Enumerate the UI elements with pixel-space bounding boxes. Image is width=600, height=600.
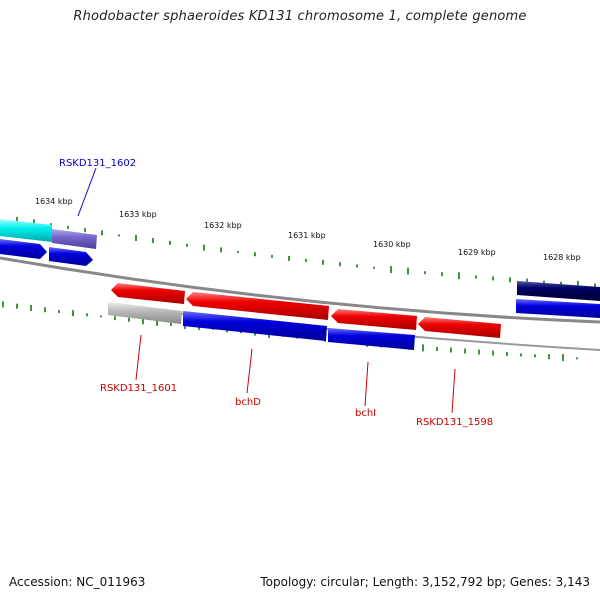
- gene-cyan[interactable]: [0, 219, 52, 242]
- tick-label: 1633 kbp: [119, 210, 157, 219]
- scale-labels: 1634 kbp 1633 kbp 1632 kbp 1631 kbp 1630…: [35, 197, 581, 262]
- tick-label: 1632 kbp: [204, 221, 242, 230]
- leader-line: [77, 167, 97, 217]
- tick-label: 1628 kbp: [543, 253, 581, 262]
- gene-reverse-left-1[interactable]: [0, 239, 47, 259]
- gene-label-rskd131-1598[interactable]: RSKD131_1598: [416, 417, 493, 428]
- tick-label: 1629 kbp: [458, 248, 496, 257]
- gene-bchi[interactable]: [328, 328, 415, 350]
- gene-label-bchd[interactable]: bchD: [235, 397, 261, 408]
- tick-label: 1631 kbp: [288, 231, 326, 240]
- gene-label-rskd131-1602[interactable]: RSKD131_1602: [59, 158, 136, 169]
- gene-bchi-fwd[interactable]: [331, 309, 417, 330]
- gene-reverse-left-2[interactable]: [49, 247, 93, 266]
- gene-label-bchi[interactable]: bchI: [355, 408, 376, 419]
- leader-line: [451, 368, 456, 414]
- accession-text: Accession: NC_011963: [9, 575, 146, 589]
- gene-dark-navy[interactable]: [517, 281, 600, 301]
- leader-line: [364, 361, 369, 407]
- genome-title: Rhodobacter sphaeroides KD131 chromosome…: [73, 9, 527, 24]
- gene-rskd131-1602[interactable]: [52, 229, 97, 249]
- gc-marks-upper: [16, 216, 596, 288]
- gene-reverse-right[interactable]: [516, 299, 600, 318]
- tick-label: 1630 kbp: [373, 240, 411, 249]
- backbone-inner: [0, 256, 600, 324]
- leader-line: [246, 348, 253, 394]
- tick-label: 1634 kbp: [35, 197, 73, 206]
- gene-rskd131-1601[interactable]: [108, 302, 182, 324]
- gene-bchd[interactable]: [183, 311, 327, 341]
- gene-rskd131-1598[interactable]: [418, 317, 501, 338]
- leader-line: [135, 334, 142, 381]
- gene-label-rskd131-1601[interactable]: RSKD131_1601: [100, 383, 177, 394]
- gene-bchd-fwd[interactable]: [186, 292, 329, 320]
- genome-summary-text: Topology: circular; Length: 3,152,792 bp…: [260, 575, 590, 589]
- gene-rskd131-1601-fwd[interactable]: [111, 283, 185, 304]
